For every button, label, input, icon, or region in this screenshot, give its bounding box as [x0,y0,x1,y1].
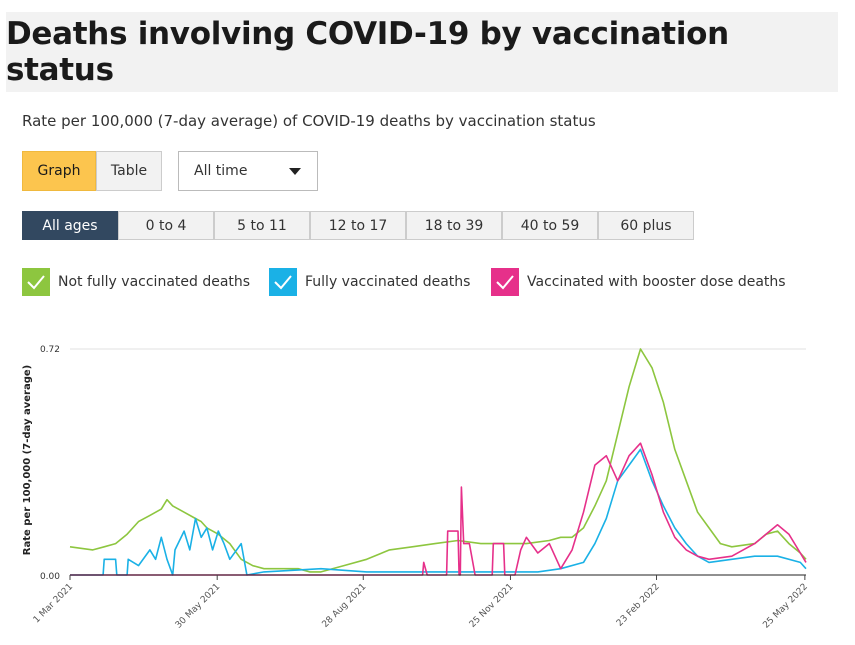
chevron-down-icon [289,168,301,175]
chart-subtitle: Rate per 100,000 (7-day average) of COVI… [22,112,596,130]
tab-60-plus[interactable]: 60 plus [598,211,694,240]
tab-12-to-17[interactable]: 12 to 17 [310,211,406,240]
age-group-tabs: All ages 0 to 4 5 to 11 12 to 17 18 to 3… [22,211,694,240]
period-select-value: All time [194,163,248,179]
checkmark-icon [491,268,519,296]
tab-0-to-4[interactable]: 0 to 4 [118,211,214,240]
legend-label: Vaccinated with booster dose deaths [527,274,786,290]
series-line-2 [70,442,807,576]
x-tick-label: 25 Nov 2021 [468,582,516,630]
series-line-1 [70,448,807,576]
legend-label: Not fully vaccinated deaths [58,274,251,290]
tab-18-to-39[interactable]: 18 to 39 [406,211,502,240]
y-tick-label: 0.00 [40,572,60,582]
legend-fully-vaccinated[interactable]: Fully vaccinated deaths [269,268,470,296]
y-tick-label: 0.72 [40,345,60,355]
y-axis-label: Rate per 100,000 (7-day average) [22,365,33,555]
graph-view-button[interactable]: Graph [22,151,96,191]
period-select[interactable]: All time [178,151,318,191]
tab-all-ages[interactable]: All ages [22,211,118,240]
title-banner: Deaths involving COVID-19 by vaccination… [6,12,838,92]
x-tick-label: 25 May 2022 [761,582,810,631]
legend-label: Fully vaccinated deaths [305,274,471,290]
x-tick-label: 23 Feb 2022 [615,582,662,629]
tab-5-to-11[interactable]: 5 to 11 [214,211,310,240]
tab-40-to-59[interactable]: 40 to 59 [502,211,598,240]
page-title: Deaths involving COVID-19 by vaccination… [6,16,729,88]
legend-booster-dose[interactable]: Vaccinated with booster dose deaths [491,268,786,296]
checkmark-icon [22,268,50,296]
x-tick-label: 28 Aug 2021 [321,582,369,630]
checkmark-icon [269,268,297,296]
line-chart: 0.00 0.72 Rate per 100,000 (7-day average)… [22,345,810,631]
x-tick-label: 1 Mar 2021 [32,582,75,625]
series-line-0 [69,348,807,573]
table-view-button[interactable]: Table [96,151,162,191]
legend-not-fully-vaccinated[interactable]: Not fully vaccinated deaths [22,268,250,296]
x-tick-label: 30 May 2021 [174,582,223,631]
